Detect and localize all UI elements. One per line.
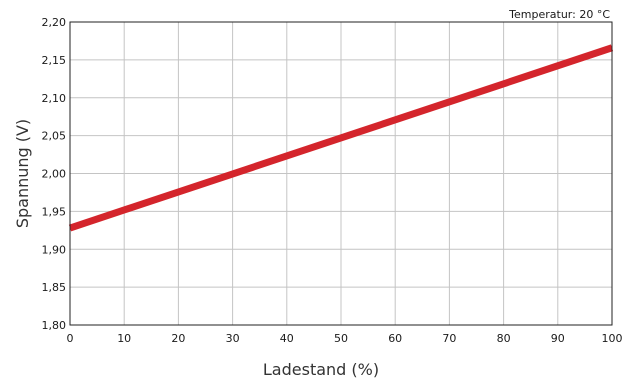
- grid: [70, 22, 612, 325]
- x-tick-label: 100: [602, 332, 623, 345]
- x-tick-label: 50: [334, 332, 348, 345]
- y-tick-label: 1,85: [42, 281, 67, 294]
- y-tick-label: 2,05: [42, 130, 67, 143]
- y-tick-label: 2,20: [42, 16, 67, 29]
- y-tick-label: 1,90: [42, 243, 67, 256]
- y-tick-labels: 1,80 1,85 1,90 1,95 2,00 2,05 2,10 2,15 2,20: [42, 16, 67, 332]
- x-tick-label: 40: [280, 332, 294, 345]
- temperature-annotation: Temperatur: 20 °C: [508, 8, 610, 21]
- y-tick-label: 2,10: [42, 92, 67, 105]
- x-tick-label: 10: [117, 332, 131, 345]
- x-tick-label: 70: [442, 332, 456, 345]
- x-axis-title: Ladestand (%): [263, 360, 379, 379]
- x-tick-label: 30: [226, 332, 240, 345]
- y-tick-label: 1,95: [42, 205, 67, 218]
- y-tick-label: 2,15: [42, 54, 67, 67]
- x-tick-label: 20: [171, 332, 185, 345]
- y-tick-label: 1,80: [42, 319, 67, 332]
- x-tick-labels: 0 10 20 30 40 50 60 70 80 90 100: [67, 332, 623, 345]
- x-tick-label: 60: [388, 332, 402, 345]
- y-tick-label: 2,00: [42, 168, 67, 181]
- x-tick-label: 80: [497, 332, 511, 345]
- x-tick-label: 90: [551, 332, 565, 345]
- y-axis-title: Spannung (V): [13, 119, 32, 228]
- x-tick-label: 0: [67, 332, 74, 345]
